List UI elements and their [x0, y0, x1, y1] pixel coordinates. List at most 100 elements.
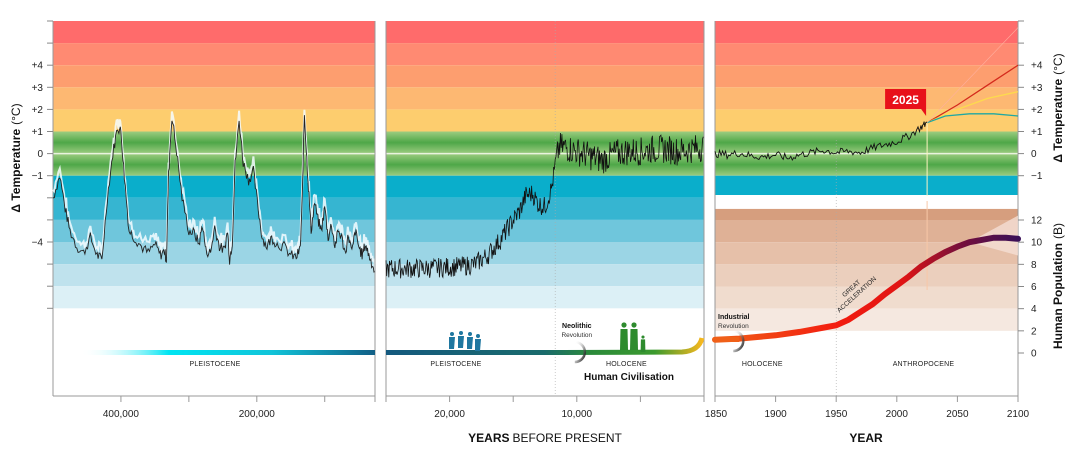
x-tick-label: 10,000: [562, 409, 593, 420]
temperature-band: [53, 286, 375, 309]
era-label-anthropocene: ANTHROPOCENE: [893, 361, 955, 368]
annotation-neolithic-bold: Neolithic: [562, 323, 592, 330]
temperature-band: [53, 109, 375, 132]
x-tick-label: 2050: [946, 409, 969, 420]
y-tick-label: +4: [1031, 61, 1043, 72]
figure-head: [476, 334, 480, 338]
temperature-band: [715, 109, 1018, 132]
y-tick-label: 10: [1031, 238, 1043, 249]
industrial-revolution-icon: [733, 329, 745, 353]
temperature-band: [715, 131, 1018, 154]
era-timeline: [80, 350, 375, 355]
projection-high-emissions: [926, 64, 1019, 124]
temperature-band: [53, 153, 375, 176]
right-temp-axis-title-bold: Δ Temperature: [1051, 79, 1065, 163]
temperature-band: [386, 153, 704, 176]
temperature-band: [53, 87, 375, 110]
x-axis-title-rest: BEFORE PRESENT: [512, 431, 622, 445]
figure-body: [449, 337, 455, 349]
marker-2025-label: 2025: [892, 93, 919, 107]
y-tick-label: +1: [1031, 127, 1043, 138]
era-label-holocene: HOLOCENE: [742, 361, 783, 368]
x-tick-label: 400,000: [103, 409, 140, 420]
annotation-neolithic: Revolution: [561, 332, 592, 339]
era-timeline: [715, 337, 740, 342]
temperature-band: [386, 131, 704, 154]
marker-2025-box: [885, 89, 927, 109]
temperature-band: [53, 264, 375, 287]
x-axis-title-bold: YEARS: [468, 431, 509, 445]
population-axis-title-bold: Human Population: [1051, 243, 1065, 349]
figure-head: [450, 332, 454, 336]
y-tick-label: 2: [1031, 326, 1037, 337]
x-tick-label: 200,000: [239, 409, 276, 420]
y-tick-label: +3: [1031, 83, 1043, 94]
figure-body: [640, 339, 646, 352]
hunter-gatherers-icon: [449, 331, 481, 351]
x-tick-label: 2000: [886, 409, 909, 420]
temperature-band: [715, 175, 1018, 195]
temperature-band: [386, 286, 704, 309]
y-tick-label: +2: [32, 105, 44, 116]
y-tick-label: −1: [1031, 171, 1043, 182]
family-icon: [620, 322, 646, 352]
figure-head: [641, 335, 645, 339]
annotation-industrial-bold: Industrial: [718, 314, 750, 321]
temperature-band: [715, 43, 1018, 66]
right-temp-axis-title: Δ Temperature (°C): [1051, 53, 1065, 162]
temperature-line: [52, 115, 376, 274]
left-y-axis-title-bold: Δ Temperature: [9, 129, 23, 213]
y-tick-label: +2: [1031, 105, 1043, 116]
observed-temperature-line: [714, 121, 928, 161]
population-band: [715, 286, 1018, 309]
temperature-band: [386, 43, 704, 66]
population-axis-title-unit: (B): [1051, 223, 1065, 239]
population-band: [715, 208, 1018, 220]
temperature-band: [386, 175, 704, 198]
x-tick-label: 20,000: [434, 409, 465, 420]
figure-body: [467, 337, 473, 349]
temperature-band: [386, 219, 704, 242]
temperature-band: [386, 87, 704, 110]
modern-panel: 2025 +4 +3 +2 +1 0 −1 0 2 4 6 8 10 12 Industrial Revolu…: [712, 20, 1043, 420]
population-band: [715, 220, 1018, 243]
temperature-band: [53, 21, 375, 44]
temperature-band: [53, 131, 375, 154]
temperature-band: [386, 242, 704, 265]
figure-head: [621, 322, 627, 328]
temperature-band: [53, 197, 375, 220]
y-tick-label: 0: [1031, 149, 1037, 160]
y-tick-label: 0: [1031, 349, 1037, 360]
temperature-band: [386, 65, 704, 88]
temperature-band: [386, 264, 704, 287]
era-label-pleistocene: PLEISTOCENE: [189, 361, 240, 368]
temperature-line: [385, 132, 704, 279]
late-quaternary-panel: 20,000 10,000 1850 Neolithic Revolution PLEIS…: [385, 21, 728, 420]
figure-body: [630, 329, 638, 350]
population-band: [715, 264, 1018, 287]
left-y-axis-title-unit: (°C): [9, 103, 23, 124]
figure-head: [631, 322, 637, 328]
temperature-band: [53, 65, 375, 88]
temperature-band: [715, 87, 1018, 110]
y-tick-label: +3: [32, 83, 44, 94]
y-tick-label: 0: [37, 149, 43, 160]
y-tick-label: +4: [32, 61, 44, 72]
temperature-band: [386, 109, 704, 132]
annotation-industrial: Revolution: [718, 323, 749, 330]
era-timeline: [386, 337, 705, 355]
projection-low-emissions: [926, 113, 1019, 124]
temperature-band: [53, 175, 375, 198]
figure-head: [468, 332, 472, 336]
y-tick-label: 4: [1031, 304, 1037, 315]
y-tick-label: 8: [1031, 260, 1037, 271]
right-temp-axis-title-unit: (°C): [1051, 53, 1065, 74]
y-tick-label: 12: [1031, 216, 1043, 227]
pleistocene-panel: +4 +3 +2 +1 0 −1 −4 400,000 200,000 PLEISTOCENE: [32, 20, 376, 420]
figure-body: [458, 336, 464, 348]
projection-intermediate: [926, 91, 1019, 124]
population-band: [715, 242, 1018, 265]
temperature-band: [715, 153, 1018, 176]
y-tick-label: −1: [32, 171, 44, 182]
